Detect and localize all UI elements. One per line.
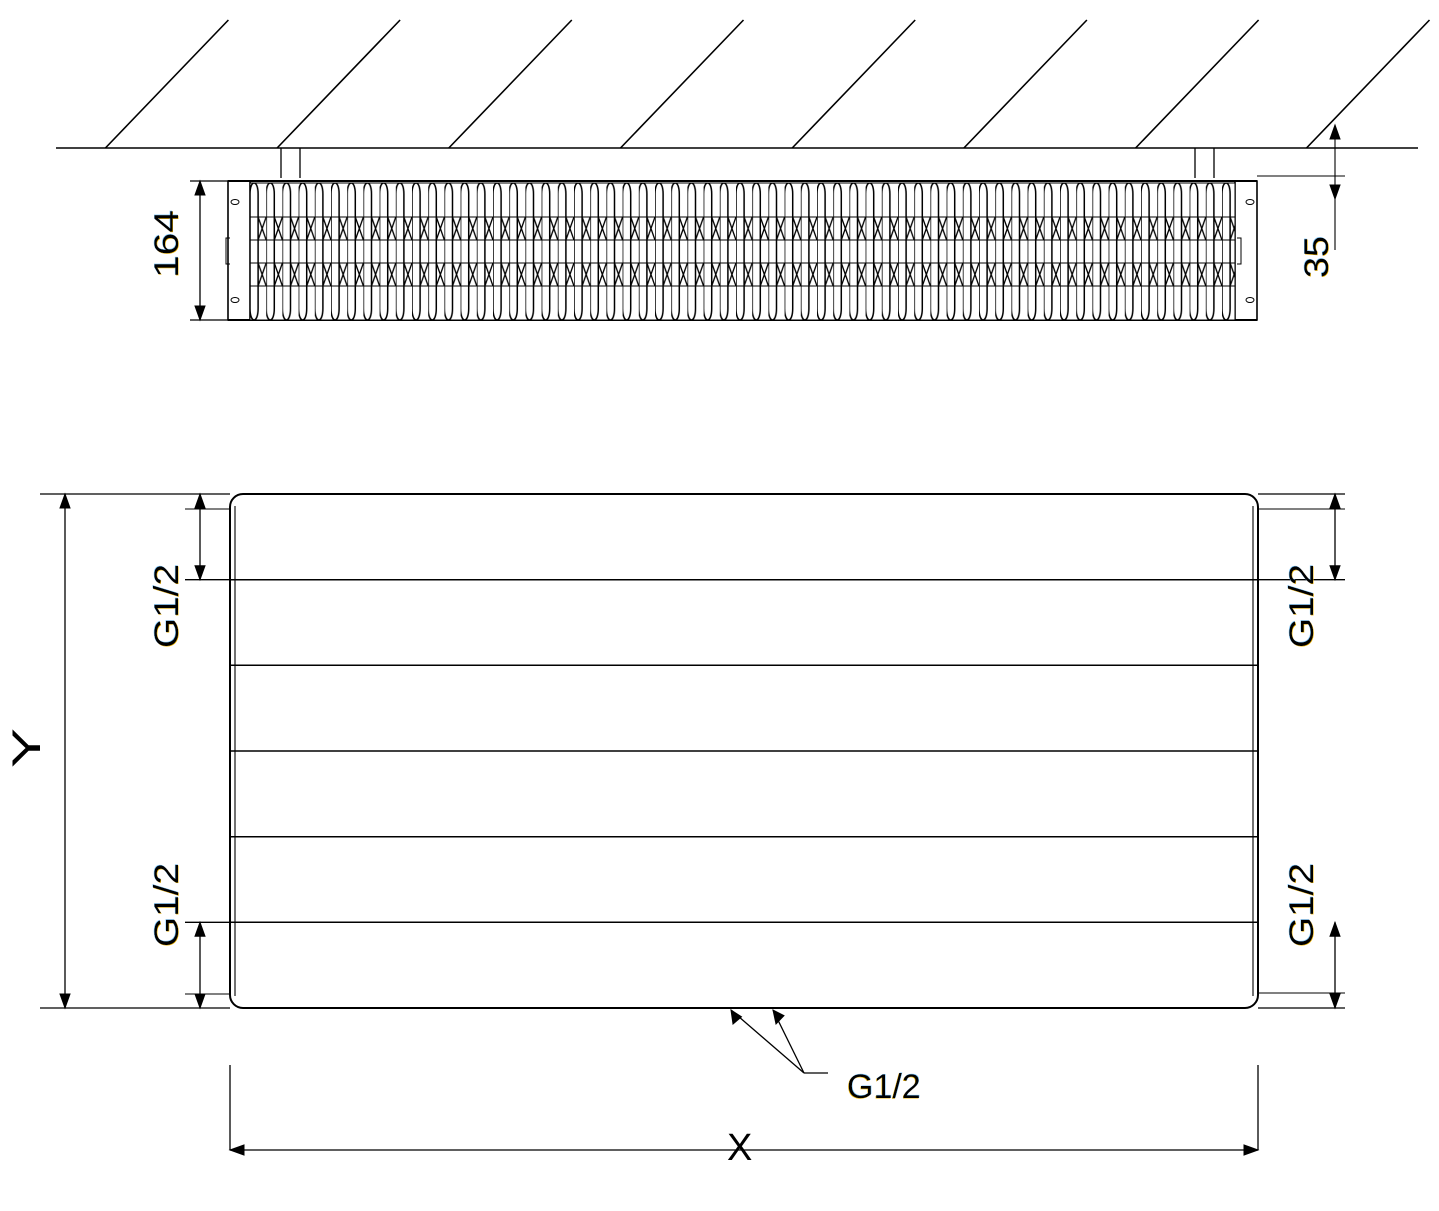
svg-text:X: X <box>727 1127 752 1169</box>
svg-text:Y: Y <box>5 728 49 768</box>
svg-text:35: 35 <box>1298 236 1336 278</box>
svg-text:G1/2: G1/2 <box>1283 564 1321 648</box>
svg-text:G1/2: G1/2 <box>847 1068 921 1106</box>
svg-text:G1/2: G1/2 <box>148 564 186 648</box>
svg-text:G1/2: G1/2 <box>1283 863 1321 947</box>
svg-text:164: 164 <box>148 210 186 278</box>
svg-text:G1/2: G1/2 <box>148 863 186 947</box>
